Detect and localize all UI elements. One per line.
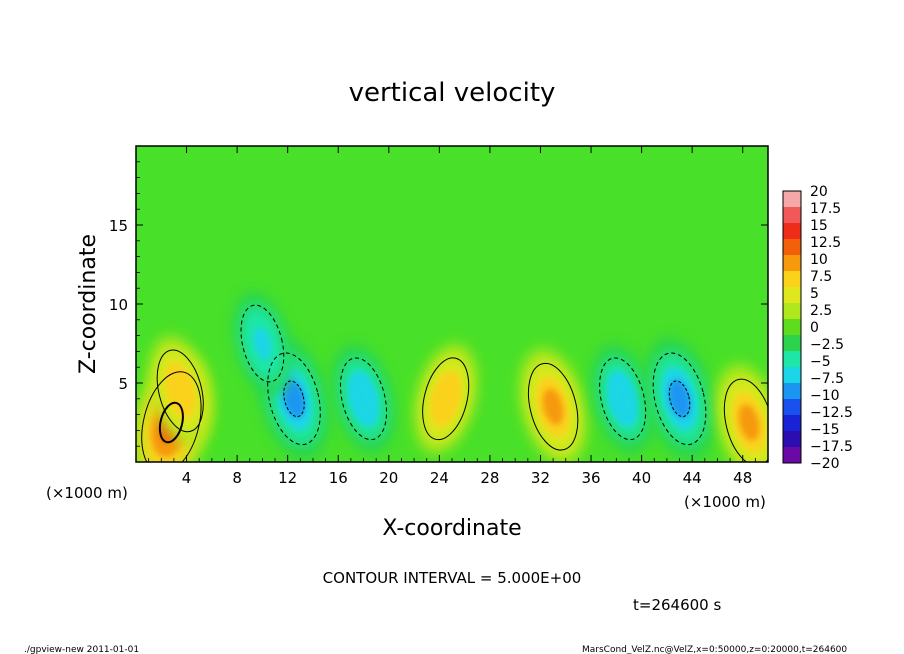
y-tick-label-2: 15 [109,217,128,235]
x-tick-label-11: 48 [733,469,752,487]
colorbar-swatch-9 [783,335,801,352]
velocity-cell-1-3 [170,373,190,408]
colorbar-swatch-12 [783,383,801,400]
x-tick-label-7: 32 [531,469,550,487]
contour-5 [422,357,470,441]
velocity-cell-5-3 [436,381,456,416]
colorbar-label-6: 5 [810,286,819,302]
contour-6 [527,362,579,451]
footer-left: ./gpview-new 2011-01-01 [24,645,139,654]
contour-interval-label: CONTOUR INTERVAL = 5.000E+00 [323,569,582,587]
velocity-cell-8-3 [668,379,691,418]
colorbar-label-16: −20 [810,456,840,472]
colorbar-swatch-4 [783,255,801,272]
x-tick-label-0: 4 [182,469,192,487]
contour-inner-0 [158,401,184,444]
contour-inner-2 [283,380,305,418]
x-tick-label-10: 44 [683,469,702,487]
contour-7 [599,357,647,441]
contour-8 [652,352,707,446]
contour-2 [267,352,321,446]
contour-1 [156,349,204,433]
colorbar-label-15: −17.5 [810,439,853,455]
x-axis: 4 8 12 16 20 24 28 32 36 40 44 48 [148,146,756,487]
plot-area [136,146,768,462]
velocity-cell-3-3 [253,327,272,360]
colorbar-label-5: 7.5 [810,269,832,285]
colorbar-swatch-0 [783,191,801,208]
colorbar-label-1: 17.5 [810,201,841,217]
velocity-cell-9-3 [738,404,760,441]
colorbar-swatch-11 [783,367,801,384]
colorbar-label-13: −12.5 [810,405,853,421]
velocity-cell-7-3 [613,381,633,416]
colorbar-frame [782,190,802,464]
footer-right: MarsCond_VelZ.nc@VelZ,x=0:50000,z=0:2000… [582,645,847,654]
colorbar-swatch-7 [783,303,801,320]
colorbar-label-10: −5 [810,354,831,370]
colorbar-label-4: 10 [810,252,828,268]
colorbar-swatch-8 [783,319,801,336]
colorbar-swatch-13 [783,399,801,416]
colorbar-swatch-3 [783,239,801,256]
contour-9 [723,378,768,462]
colorbar-swatch-10 [783,351,801,368]
x-tick-label-8: 36 [581,469,600,487]
x-tick-label-4: 20 [379,469,398,487]
velocity-field [136,292,768,462]
x-tick-label-9: 40 [632,469,651,487]
contour-0 [141,371,202,462]
x-tick-label-5: 24 [430,469,449,487]
x-unit-right-label: (×1000 m) [684,493,766,511]
colorbar-label-2: 15 [810,218,828,234]
velocity-cell-6-3 [542,388,564,425]
y-tick-label-1: 10 [109,296,128,314]
x-tick-label-3: 16 [329,469,348,487]
colorbar-label-12: −10 [810,388,840,404]
colorbar-label-3: 12.5 [810,235,841,251]
y-tick-label-0: 5 [118,375,128,393]
contour-inner-8 [668,380,691,418]
velocity-cell-2-3 [283,379,305,418]
x-unit-left-label: (×1000 m) [46,484,128,502]
colorbar: 2017.51512.5107.552.50−2.5−5−7.5−10−12.5… [782,184,853,472]
colorbar-swatch-1 [783,207,801,224]
colorbar-label-11: −7.5 [810,371,844,387]
y-axis: 5 10 15 [109,161,768,447]
y-axis-title: Z-coordinate [76,234,101,374]
colorbar-swatch-14 [783,415,801,432]
x-tick-label-6: 28 [480,469,499,487]
colorbar-label-9: −2.5 [810,337,844,353]
colorbar-swatch-16 [783,447,801,464]
colorbar-label-8: 0 [810,320,819,336]
chart-title: vertical velocity [349,78,556,108]
colorbar-swatch-2 [783,223,801,240]
time-label: t=264600 s [633,596,721,614]
colorbar-label-0: 20 [810,184,828,200]
velocity-cell-4-3 [353,381,374,416]
colorbar-swatch-15 [783,431,801,448]
x-tick-label-2: 12 [278,469,297,487]
colorbar-label-14: −15 [810,422,840,438]
contour-3 [240,304,285,383]
x-tick-label-1: 8 [232,469,242,487]
colorbar-swatch-5 [783,271,801,288]
x-axis-title: X-coordinate [382,516,521,541]
colorbar-label-7: 2.5 [810,303,832,319]
colorbar-swatch-6 [783,287,801,304]
